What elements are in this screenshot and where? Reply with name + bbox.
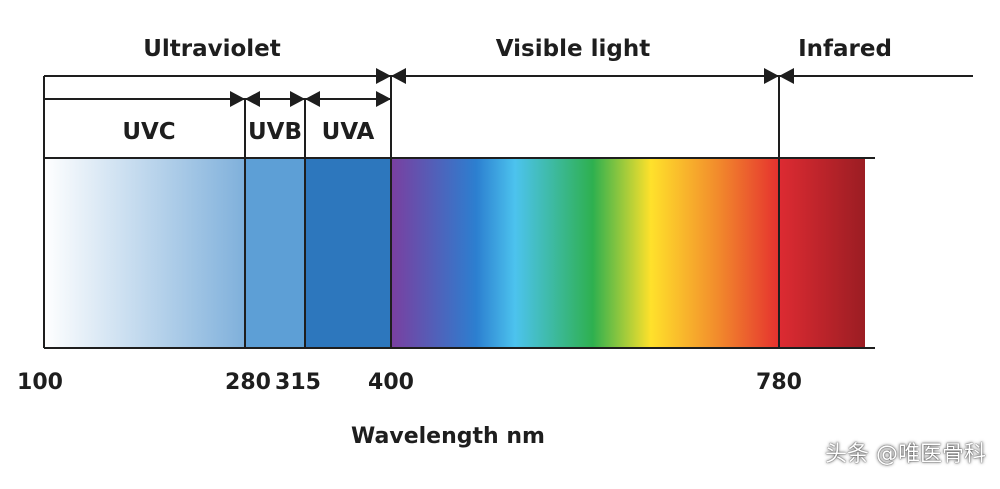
infrared-band-fill xyxy=(779,158,865,348)
visible-band-fill xyxy=(391,158,779,348)
tick-label-100: 100 xyxy=(17,370,63,395)
uvb-label: UVB xyxy=(248,119,302,145)
tick-label-780: 780 xyxy=(756,370,802,395)
visible-light-label: Visible light xyxy=(496,36,650,62)
tick-label-400: 400 xyxy=(368,370,414,395)
uva-label: UVA xyxy=(322,119,375,145)
uvb-band-fill xyxy=(245,158,305,348)
tick-label-280: 280 xyxy=(225,370,271,395)
arrow-uvc-right xyxy=(230,91,245,107)
uva-band-fill xyxy=(305,158,391,348)
arrow-visible-left xyxy=(391,68,406,84)
watermark-text: 头条 @唯医骨科 xyxy=(825,442,986,467)
arrow-ultraviolet-right xyxy=(376,68,391,84)
wavelength-axis-label: Wavelength nm xyxy=(351,424,545,449)
ultraviolet-label: Ultraviolet xyxy=(143,36,281,62)
arrow-uva-left xyxy=(305,91,320,107)
uvc-band-fill xyxy=(44,158,245,348)
infrared-label: Infared xyxy=(798,36,892,62)
arrow-visible-right xyxy=(764,68,779,84)
arrow-infrared-left xyxy=(779,68,794,84)
tick-label-315: 315 xyxy=(275,370,321,395)
arrow-uva-right xyxy=(376,91,391,107)
arrow-uvb-right xyxy=(290,91,305,107)
uvc-label: UVC xyxy=(122,119,175,145)
arrow-uvb-left xyxy=(245,91,260,107)
